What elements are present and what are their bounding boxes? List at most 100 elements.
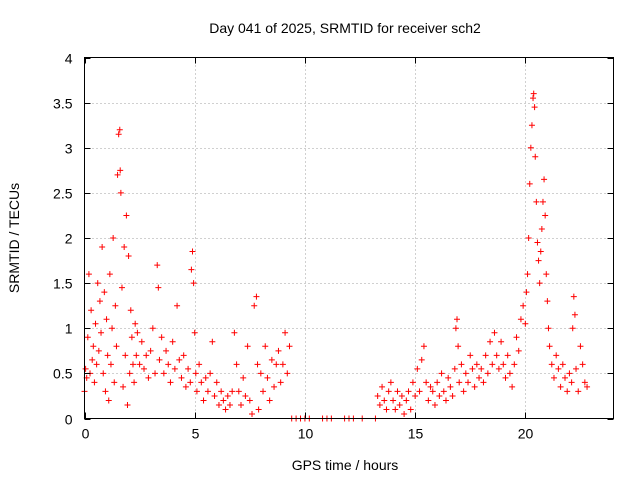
data-point [379,383,386,390]
data-point [553,352,560,359]
data-point [557,383,564,390]
data-point [506,370,513,377]
data-point [564,388,571,395]
data-point [581,379,588,386]
data-point [405,388,412,395]
data-point [442,397,449,404]
data-point [209,338,216,345]
data-point [394,388,401,395]
data-point [264,374,271,381]
data-point [180,352,187,359]
data-point [489,361,496,368]
data-point [229,388,236,395]
data-point [577,343,584,350]
data-point [476,374,483,381]
data-point [579,361,586,368]
data-point [255,406,262,413]
data-point [509,383,516,390]
data-point [528,122,535,129]
data-point [570,293,577,300]
data-point [520,302,527,309]
y-tick-label: 2 [65,231,73,247]
data-point [167,379,174,386]
data-point [85,271,92,278]
data-point [513,334,520,341]
data-point [530,90,537,97]
data-point [99,244,106,251]
data-point [260,388,267,395]
data-point [420,343,427,350]
data-point [478,365,485,372]
data-point [533,198,540,205]
data-point [562,374,569,381]
data-point [231,329,238,336]
data-point [502,374,509,381]
data-point [117,167,124,174]
data-point [101,289,108,296]
data-point [109,325,116,332]
data-point [152,370,159,377]
data-point [500,361,507,368]
data-point [511,361,518,368]
y-tick-label: 4 [65,51,73,67]
data-point [154,262,161,269]
data-point [536,280,543,287]
data-point [535,257,542,264]
data-point [526,180,533,187]
data-point [113,343,120,350]
data-point [105,397,112,404]
data-point [187,379,194,386]
data-point [385,388,392,395]
data-point [374,392,381,399]
data-point [284,370,291,377]
data-point [471,383,478,390]
data-point [189,248,196,255]
data-point [271,383,278,390]
data-point [188,266,195,273]
y-tick-label: 1.5 [53,276,73,292]
data-point [218,388,225,395]
data-point [401,410,408,417]
data-point [532,153,539,160]
data-points [81,90,591,422]
data-point [436,392,443,399]
data-point [482,352,489,359]
data-point [125,253,132,260]
data-point [111,379,118,386]
data-point [465,379,472,386]
data-point [262,343,269,350]
data-point [104,352,111,359]
data-point [555,365,562,372]
data-point [176,356,183,363]
data-point [469,365,476,372]
chart-title: Day 041 of 2025, SRMTID for receiver sch… [209,20,481,36]
x-tick-labels: 0 5 10 15 20 [82,426,534,442]
data-point [213,379,220,386]
data-point [275,347,282,354]
data-point [473,361,480,368]
data-point [531,104,538,111]
data-point [438,370,445,377]
data-point [573,365,580,372]
data-point [412,392,419,399]
data-point [132,320,139,327]
data-point [196,361,203,368]
data-point [124,401,131,408]
data-point [458,361,465,368]
data-point [138,338,145,345]
data-point [169,338,176,345]
data-point [545,325,552,332]
data-point [107,361,114,368]
data-point [523,289,530,296]
data-point [122,352,129,359]
data-point [92,320,99,327]
data-point [126,370,133,377]
data-point [522,320,529,327]
data-point [571,311,578,318]
data-point [584,383,591,390]
data-point [160,370,167,377]
data-point [537,248,544,255]
data-point [220,397,227,404]
data-point [530,95,537,102]
